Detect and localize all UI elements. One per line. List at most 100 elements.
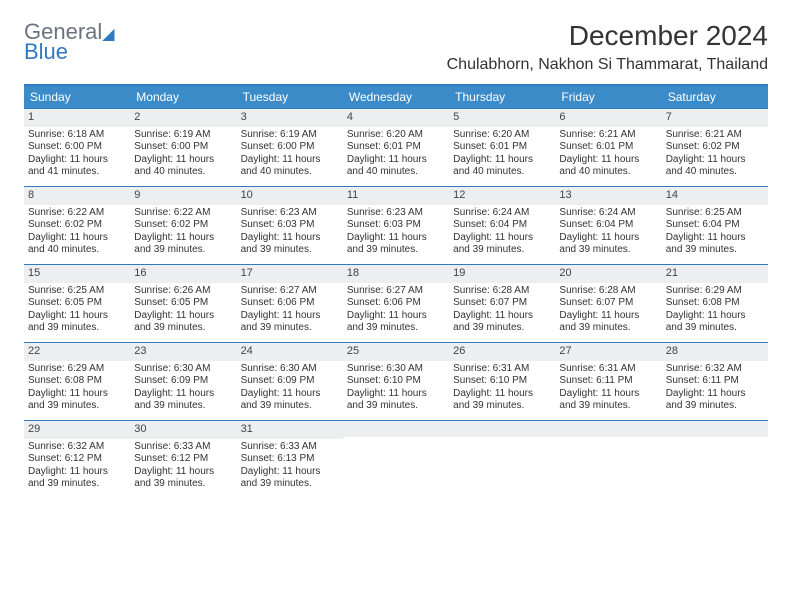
sunrise-line: Sunrise: 6:31 AM [453, 363, 551, 376]
sunrise-line: Sunrise: 6:21 AM [666, 129, 764, 142]
calendar-cell: 20Sunrise: 6:28 AMSunset: 6:07 PMDayligh… [555, 264, 661, 342]
sunset-line: Sunset: 6:04 PM [559, 219, 657, 232]
day-number: 26 [449, 343, 555, 361]
sunset-line: Sunset: 6:06 PM [347, 297, 445, 310]
sunset-line: Sunset: 6:09 PM [134, 375, 232, 388]
calendar-cell: 12Sunrise: 6:24 AMSunset: 6:04 PMDayligh… [449, 186, 555, 264]
day-number: 13 [555, 187, 661, 205]
calendar-cell: 8Sunrise: 6:22 AMSunset: 6:02 PMDaylight… [24, 186, 130, 264]
sunrise-line: Sunrise: 6:30 AM [241, 363, 339, 376]
day-number: 29 [24, 421, 130, 439]
calendar-cell: 25Sunrise: 6:30 AMSunset: 6:10 PMDayligh… [343, 342, 449, 420]
sunset-line: Sunset: 6:06 PM [241, 297, 339, 310]
day-number: 30 [130, 421, 236, 439]
sunrise-line: Sunrise: 6:20 AM [347, 129, 445, 142]
day-number: 4 [343, 109, 449, 127]
sunrise-line: Sunrise: 6:30 AM [134, 363, 232, 376]
sunset-line: Sunset: 6:01 PM [347, 141, 445, 154]
calendar-cell: 11Sunrise: 6:23 AMSunset: 6:03 PMDayligh… [343, 186, 449, 264]
daylight-line: Daylight: 11 hours and 40 minutes. [666, 154, 764, 179]
sunset-line: Sunset: 6:02 PM [28, 219, 126, 232]
page-title: December 2024 [447, 20, 768, 52]
calendar-cell: 9Sunrise: 6:22 AMSunset: 6:02 PMDaylight… [130, 186, 236, 264]
location-text: Chulabhorn, Nakhon Si Thammarat, Thailan… [447, 56, 768, 74]
daylight-line: Daylight: 11 hours and 39 minutes. [241, 310, 339, 335]
sunrise-line: Sunrise: 6:23 AM [347, 207, 445, 220]
day-number: 1 [24, 109, 130, 127]
day-number: 7 [662, 109, 768, 127]
daylight-line: Daylight: 11 hours and 39 minutes. [241, 232, 339, 257]
sunset-line: Sunset: 6:03 PM [347, 219, 445, 232]
logo-triangle-icon: ◢ [102, 26, 114, 43]
daylight-line: Daylight: 11 hours and 39 minutes. [134, 466, 232, 491]
calendar-cell: 10Sunrise: 6:23 AMSunset: 6:03 PMDayligh… [237, 186, 343, 264]
daylight-line: Daylight: 11 hours and 41 minutes. [28, 154, 126, 179]
sunset-line: Sunset: 6:05 PM [28, 297, 126, 310]
sunrise-line: Sunrise: 6:27 AM [347, 285, 445, 298]
calendar-cell: 21Sunrise: 6:29 AMSunset: 6:08 PMDayligh… [662, 264, 768, 342]
calendar-cell: 14Sunrise: 6:25 AMSunset: 6:04 PMDayligh… [662, 186, 768, 264]
day-number: 15 [24, 265, 130, 283]
sunset-line: Sunset: 6:10 PM [347, 375, 445, 388]
sunrise-line: Sunrise: 6:32 AM [28, 441, 126, 454]
calendar-cell: 19Sunrise: 6:28 AMSunset: 6:07 PMDayligh… [449, 264, 555, 342]
daylight-line: Daylight: 11 hours and 39 minutes. [134, 232, 232, 257]
sunrise-line: Sunrise: 6:33 AM [241, 441, 339, 454]
dow-header: Sunday [24, 86, 130, 108]
daylight-line: Daylight: 11 hours and 39 minutes. [347, 388, 445, 413]
daylight-line: Daylight: 11 hours and 39 minutes. [453, 232, 551, 257]
dow-header: Monday [130, 86, 236, 108]
daylight-line: Daylight: 11 hours and 39 minutes. [28, 310, 126, 335]
daylight-line: Daylight: 11 hours and 39 minutes. [241, 466, 339, 491]
sunset-line: Sunset: 6:02 PM [134, 219, 232, 232]
day-number [343, 421, 449, 437]
calendar-cell: 7 Sunrise: 6:21 AMSunset: 6:02 PMDaylight… [662, 108, 768, 186]
calendar-cell: 18 Sunrise: 6:27 AMSunset: 6:06 PMDayligh… [343, 264, 449, 342]
sunrise-line: Sunrise: 6:21 AM [559, 129, 657, 142]
sunrise-line: Sunrise: 6:19 AM [241, 129, 339, 142]
sunset-line: Sunset: 6:02 PM [666, 141, 764, 154]
sunset-line: Sunset: 6:05 PM [134, 297, 232, 310]
dow-header: Thursday [449, 86, 555, 108]
calendar-cell: 28Sunrise: 6:32 AMSunset: 6:11 PMDayligh… [662, 342, 768, 420]
daylight-line: Daylight: 11 hours and 39 minutes. [241, 388, 339, 413]
daylight-line: Daylight: 11 hours and 39 minutes. [347, 310, 445, 335]
day-number: 19 [449, 265, 555, 283]
calendar-cell: 24 Sunrise: 6:30 AMSunset: 6:09 PMDayligh… [237, 342, 343, 420]
day-number: 3 [237, 109, 343, 127]
calendar-cell: 5Sunrise: 6:20 AMSunset: 6:01 PMDaylight… [449, 108, 555, 186]
daylight-line: Daylight: 11 hours and 39 minutes. [559, 388, 657, 413]
sunset-line: Sunset: 6:01 PM [453, 141, 551, 154]
daylight-line: Daylight: 11 hours and 39 minutes. [666, 310, 764, 335]
sunrise-line: Sunrise: 6:28 AM [453, 285, 551, 298]
day-number: 16 [130, 265, 236, 283]
sunset-line: Sunset: 6:11 PM [666, 375, 764, 388]
sunset-line: Sunset: 6:09 PM [241, 375, 339, 388]
sunrise-line: Sunrise: 6:31 AM [559, 363, 657, 376]
sunrise-line: Sunrise: 6:24 AM [453, 207, 551, 220]
sunset-line: Sunset: 6:11 PM [559, 375, 657, 388]
sunset-line: Sunset: 6:03 PM [241, 219, 339, 232]
daylight-line: Daylight: 11 hours and 40 minutes. [28, 232, 126, 257]
calendar-cell: 3Sunrise: 6:19 AMSunset: 6:00 PMDaylight… [237, 108, 343, 186]
dow-header: Saturday [662, 86, 768, 108]
sunset-line: Sunset: 6:12 PM [28, 453, 126, 466]
daylight-line: Daylight: 11 hours and 39 minutes. [453, 310, 551, 335]
daylight-line: Daylight: 11 hours and 40 minutes. [134, 154, 232, 179]
sunset-line: Sunset: 6:04 PM [666, 219, 764, 232]
logo: General◢ Blue [24, 20, 115, 63]
daylight-line: Daylight: 11 hours and 39 minutes. [559, 310, 657, 335]
sunset-line: Sunset: 6:00 PM [134, 141, 232, 154]
calendar-cell: 15Sunrise: 6:25 AMSunset: 6:05 PMDayligh… [24, 264, 130, 342]
day-number: 24 [237, 343, 343, 361]
calendar-cell: 4Sunrise: 6:20 AMSunset: 6:01 PMDaylight… [343, 108, 449, 186]
calendar-cell [555, 420, 661, 498]
sunrise-line: Sunrise: 6:29 AM [28, 363, 126, 376]
day-number: 17 [237, 265, 343, 283]
day-number: 18 [343, 265, 449, 283]
calendar-cell [662, 420, 768, 498]
sunset-line: Sunset: 6:04 PM [453, 219, 551, 232]
sunrise-line: Sunrise: 6:23 AM [241, 207, 339, 220]
sunset-line: Sunset: 6:00 PM [241, 141, 339, 154]
sunrise-line: Sunrise: 6:19 AM [134, 129, 232, 142]
